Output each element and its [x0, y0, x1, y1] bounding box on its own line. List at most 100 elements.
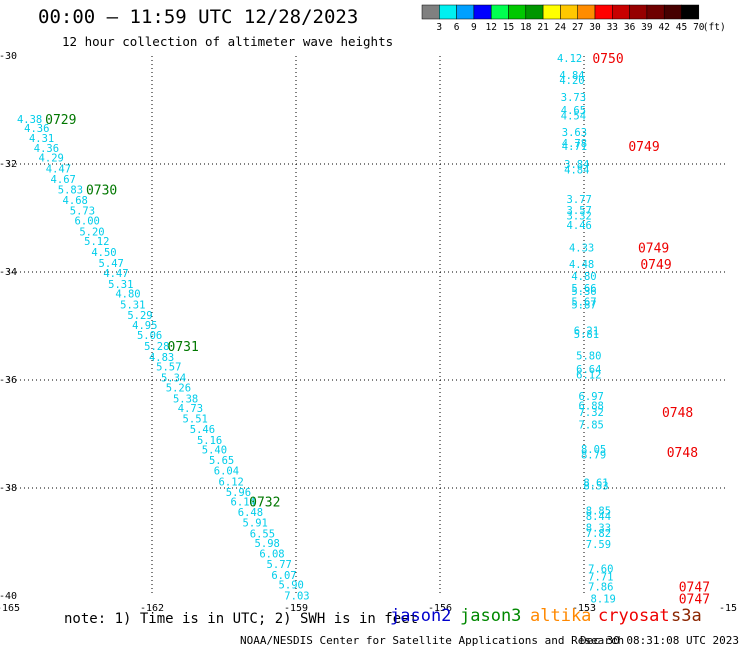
swh-point: 5.66 — [571, 283, 596, 295]
swh-point: 8.61 — [583, 478, 608, 490]
swh-point: 4.65 — [561, 105, 586, 117]
color-scale-swatch — [594, 4, 613, 20]
color-scale-label: 36 — [624, 22, 636, 33]
swh-point: 4.12 — [557, 53, 582, 65]
color-scale-label: 33 — [607, 22, 618, 33]
color-scale-swatch — [629, 4, 648, 20]
swh-point: 7.71 — [588, 572, 613, 584]
swh-point: 4.80 — [115, 289, 140, 301]
pass-time-label: 0747 — [679, 580, 710, 595]
swh-point: 4.47 — [103, 268, 128, 280]
swh-point: 4.50 — [91, 247, 116, 259]
swh-point: 6.97 — [579, 391, 604, 403]
x-tick-label: -156 — [428, 603, 452, 614]
color-scale-swatch — [663, 4, 682, 20]
swh-point: 4.46 — [567, 220, 592, 232]
swh-point: 7.59 — [586, 539, 611, 551]
swh-point: 5.29 — [127, 310, 152, 322]
swh-point: 4.29 — [39, 153, 64, 165]
color-scale-swatch — [577, 4, 596, 20]
swh-point: 7.86 — [588, 581, 613, 593]
swh-point: 5.26 — [166, 383, 191, 395]
chart-title: 00:00 – 11:59 UTC 12/28/2023 — [38, 6, 359, 28]
swh-point: 5.31 — [120, 299, 145, 311]
swh-point: 5.38 — [173, 393, 198, 405]
swh-point: 5.20 — [79, 227, 104, 239]
chart-subtitle: 12 hour collection of altimeter wave hei… — [62, 34, 394, 49]
color-scale-swatch — [490, 4, 509, 20]
swh-point: 6.14 — [231, 497, 256, 509]
color-scale-swatch — [456, 4, 475, 20]
y-tick-label: -36 — [0, 375, 17, 386]
color-scale-label: 21 — [537, 22, 549, 33]
mission-label-jason2: jason2 — [390, 606, 452, 626]
swh-point: 6.07 — [271, 570, 296, 582]
swh-point: 5.31 — [108, 279, 133, 291]
swh-point: 6.00 — [75, 216, 100, 228]
color-scale-label: 15 — [503, 22, 514, 33]
mission-label-s3a: s3a — [671, 606, 702, 626]
y-tick-label: -40 — [0, 591, 17, 602]
swh-point: 7.82 — [586, 528, 611, 540]
swh-point: 8.19 — [591, 594, 616, 606]
color-scale-swatch — [681, 4, 700, 20]
swh-point: 5.81 — [574, 329, 599, 341]
color-scale-label: 18 — [520, 22, 532, 33]
color-scale-label: 3 — [436, 22, 442, 33]
swh-point: 8.85 — [586, 506, 611, 518]
swh-point: 6.12 — [576, 370, 601, 382]
swh-point: 6.64 — [576, 364, 601, 376]
credit-line: NOAA/NESDIS Center for Satellite Applica… — [240, 634, 625, 647]
swh-point: 4.48 — [569, 259, 594, 271]
color-scale-label: 70 — [693, 22, 705, 33]
color-scale-label: 27 — [572, 22, 583, 33]
pass-time-label: 0748 — [662, 406, 693, 421]
swh-point: 3.73 — [561, 92, 586, 104]
x-tick-label: -153 — [572, 603, 596, 614]
swh-point: 4.73 — [178, 403, 203, 415]
y-tick-label: -32 — [0, 159, 17, 170]
swh-point: 4.78 — [562, 138, 587, 150]
pass-time-label: 0748 — [667, 446, 698, 461]
swh-point: 3.77 — [567, 194, 592, 206]
swh-point: 5.87 — [571, 299, 596, 311]
swh-point: 6.88 — [579, 400, 604, 412]
swh-point: 3.63 — [562, 127, 587, 139]
color-scale-swatch — [508, 4, 527, 20]
pass-time-label: 0749 — [638, 242, 669, 257]
pass-time-label: 0750 — [592, 52, 623, 67]
swh-point: 5.83 — [58, 184, 83, 196]
pass-time-label: 0730 — [86, 183, 117, 198]
swh-point: 6.21 — [574, 325, 599, 337]
swh-point: 5.16 — [197, 435, 222, 447]
swh-point: 4.83 — [149, 352, 174, 364]
swh-point: 5.28 — [144, 341, 169, 353]
mission-label-altika: altika — [530, 606, 592, 626]
swh-point: 3.32 — [567, 210, 592, 222]
pass-time-label: 0731 — [168, 340, 199, 355]
swh-point: 5.67 — [571, 297, 596, 309]
color-scale-label: 45 — [676, 22, 687, 33]
swh-point: 5.34 — [161, 372, 186, 384]
y-tick-label: -38 — [0, 483, 17, 494]
pass-time-label: 0749 — [628, 140, 659, 155]
color-scale-swatch — [612, 4, 630, 20]
pass-time-label: 0732 — [249, 496, 280, 511]
swh-point: 5.51 — [183, 413, 208, 425]
swh-point: 4.33 — [569, 243, 594, 255]
mission-label-cryosat: cryosat — [598, 606, 670, 626]
swh-point: 5.77 — [267, 559, 292, 571]
swh-point: 6.08 — [259, 548, 284, 560]
x-tick-label: -15 — [719, 603, 737, 614]
color-scale-swatch — [646, 4, 665, 20]
color-scale-label: 9 — [471, 22, 477, 33]
swh-point: 5.57 — [156, 362, 181, 374]
color-scale-swatch — [439, 4, 457, 20]
x-tick-label: -159 — [284, 603, 308, 614]
swh-point: 5.98 — [255, 538, 280, 550]
generated-timestamp: Dec 30 08:31:08 UTC 2023 — [580, 634, 739, 647]
swh-point: 4.95 — [132, 320, 157, 332]
color-scale-swatch — [525, 4, 544, 20]
swh-point: 6.04 — [214, 466, 239, 478]
swh-point: 3.57 — [567, 205, 592, 217]
